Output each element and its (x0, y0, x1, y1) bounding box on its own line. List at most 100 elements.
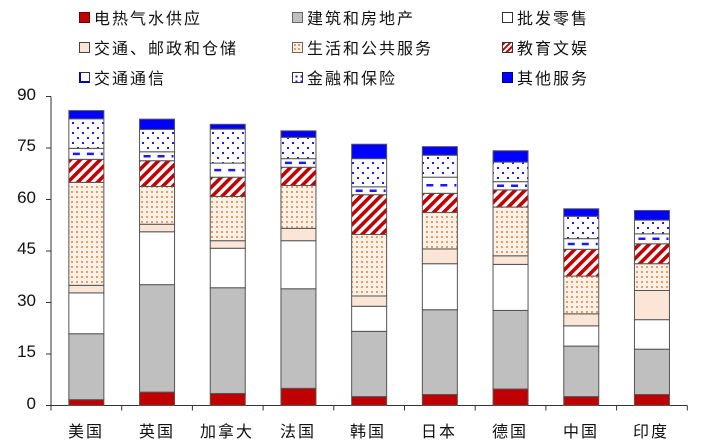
legend-label: 生活和公共服务 (307, 39, 434, 58)
bar-segment-wholesale (492, 263, 529, 311)
bar-segment-other (633, 209, 670, 221)
bar-stack (209, 123, 246, 407)
bar-stack (351, 143, 388, 406)
bar-segment-construction (280, 288, 317, 389)
legend-swatch-icon (79, 41, 90, 53)
legend-label: 交通通信 (94, 69, 167, 88)
y-tick-label: 15 (17, 342, 36, 361)
bar-segment-public (209, 195, 246, 242)
bar-segment-transport (633, 289, 670, 321)
x-tick-label: 法国 (279, 422, 316, 441)
legend-label: 建筑和房地产 (307, 9, 416, 28)
legend-swatch-icon (502, 41, 513, 53)
y-tick-label: 30 (17, 291, 36, 310)
legend-swatch-icon (502, 11, 513, 23)
bar-segment-finance (563, 215, 600, 240)
bar-segment-wholesale (421, 263, 458, 311)
bar-segment-construction (139, 284, 176, 393)
bar-segment-utilities (492, 388, 529, 406)
bar-segment-public (68, 181, 105, 286)
bar-segment-education (563, 248, 600, 277)
bar-segment-other (351, 143, 388, 160)
legend-item-transport: 交通、邮政和仓储 (79, 36, 238, 58)
bar-segment-transport (68, 284, 105, 294)
bar-segment-other (280, 130, 317, 138)
legend-label: 电热气水供应 (94, 9, 203, 28)
bar-segment-public (563, 275, 600, 315)
legend-swatch-icon (502, 71, 513, 83)
legend-label: 教育文娱 (517, 39, 590, 58)
bar-segment-public (280, 184, 317, 229)
bar-segment-construction (68, 333, 105, 401)
legend-label: 批发零售 (517, 9, 590, 28)
x-tick-label: 日本 (420, 422, 457, 441)
y-tick-label: 60 (17, 188, 36, 207)
legend-swatch-icon (79, 71, 90, 83)
bar-segment-other (68, 110, 105, 120)
bar-segment-transport (351, 295, 388, 307)
bar-segment-public (139, 185, 176, 225)
bars (68, 110, 670, 407)
bar-segment-utilities (139, 391, 176, 406)
bar-segment-education (139, 160, 176, 187)
bar-segment-finance (633, 219, 670, 235)
bar-segment-education (492, 189, 529, 208)
bar-segment-utilities (563, 396, 600, 406)
bar-segment-wholesale (209, 247, 246, 289)
legend-item-wholesale: 批发零售 (502, 6, 589, 28)
bar-segment-other (492, 150, 529, 163)
legend-swatch-icon (292, 41, 303, 53)
bar-segment-construction (421, 309, 458, 396)
bar-segment-public (492, 206, 529, 257)
bar-segment-transport (563, 313, 600, 327)
bar-stack (421, 146, 458, 407)
bar-segment-finance (209, 128, 246, 164)
bar-segment-finance (351, 158, 388, 188)
bar-segment-wholesale (68, 292, 105, 335)
legend-item-telecom: 交通通信 (79, 66, 166, 88)
bar-segment-transport (421, 248, 458, 265)
bar-segment-finance (492, 161, 529, 183)
legend-item-public: 生活和公共服务 (292, 36, 433, 58)
bar-stack (563, 208, 600, 406)
bar-segment-education (351, 194, 388, 236)
bar-segment-transport (492, 255, 529, 265)
bar-segment-education (633, 243, 670, 265)
bar-segment-construction (492, 309, 529, 390)
bar-segment-education (421, 192, 458, 214)
legend-item-utilities: 电热气水供应 (79, 6, 202, 28)
bar-stack (633, 209, 670, 407)
x-tick-label: 韩国 (349, 422, 386, 441)
bar-segment-transport (139, 223, 176, 233)
bar-segment-utilities (68, 399, 105, 406)
bar-segment-transport (209, 240, 246, 249)
bar-segment-wholesale (563, 325, 600, 347)
bar-segment-education (280, 166, 317, 186)
bar-segment-finance (68, 118, 105, 149)
y-tick-label: 0 (26, 394, 36, 413)
bar-stack (280, 130, 317, 407)
bar-segment-other (139, 118, 176, 130)
bar-segment-utilities (351, 396, 388, 406)
bar-segment-utilities (280, 387, 317, 407)
legend-label: 交通、邮政和仓储 (94, 39, 239, 58)
bar-segment-education (68, 158, 105, 183)
bar-stack (492, 150, 529, 406)
x-tick-label: 中国 (562, 422, 599, 441)
bar-segment-utilities (421, 394, 458, 407)
bar-segment-construction (563, 345, 600, 398)
y-tick-label: 75 (17, 136, 36, 155)
bar-stack (68, 110, 105, 406)
bar-stack (139, 118, 176, 406)
legend-label: 其他服务 (517, 69, 590, 88)
bar-segment-construction (209, 287, 246, 394)
bar-segment-construction (351, 330, 388, 398)
legend-item-other: 其他服务 (502, 66, 589, 88)
x-tick-label: 美国 (67, 422, 104, 441)
bar-segment-education (209, 176, 246, 197)
legend-swatch-icon (292, 11, 303, 23)
bar-segment-utilities (633, 394, 670, 407)
bar-segment-finance (139, 128, 176, 153)
legend-item-construction: 建筑和房地产 (292, 6, 415, 28)
